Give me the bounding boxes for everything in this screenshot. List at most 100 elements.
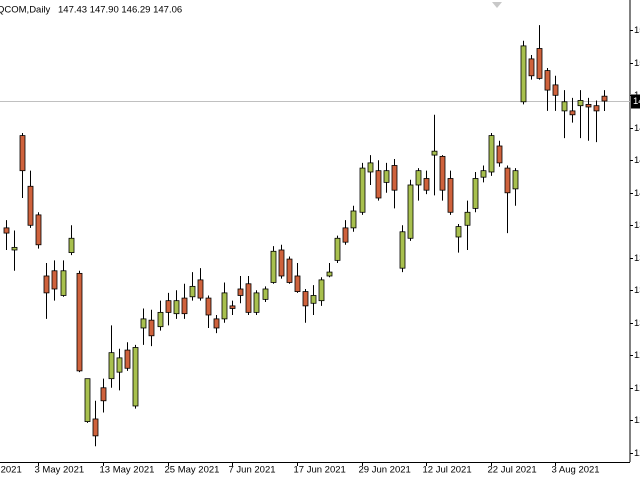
ohlc-text: 147.43 147.90 146.29 147.06 [58,5,182,16]
y-tick-label: 127.50 [634,350,640,361]
x-tick-label: 22 Jul 2021 [488,465,537,476]
candle-body [213,318,220,329]
y-tick-label: 130.00 [634,318,640,329]
candle-body [326,271,333,277]
candle-body [205,297,212,316]
candle-body [132,347,139,407]
y-tick-label: 142.50 [634,155,640,166]
candle-body [423,178,430,191]
candle-body [181,297,188,315]
candle-body [262,288,269,300]
x-tick-label: 12 Jul 2021 [423,465,472,476]
candle-body [60,270,67,296]
x-tick-label: 3 Aug 2021 [552,465,600,476]
candle-body [431,150,438,156]
x-tick-label: 21 Apr 2021 [0,465,22,476]
candle-body [76,272,83,372]
candle-body [512,170,519,190]
candle-body [253,292,260,313]
candle-body [367,162,374,173]
candle-body [84,378,91,422]
last-price-label: 147.06 [633,96,640,107]
candle-body [504,167,511,194]
x-tick-label: 25 May 2021 [165,465,220,476]
candle-body [148,319,155,337]
candle-body [100,387,107,402]
candle-body [391,165,398,191]
candle-body [601,95,608,102]
candle-body [294,275,301,292]
candle-body [92,418,99,437]
candle-body [11,246,18,251]
candle-body [229,305,236,309]
candle-body [68,237,75,253]
candle-body [536,48,543,79]
last-price-box [631,94,640,109]
candle-body [399,231,406,269]
candle-body [334,237,341,261]
candle-body [51,270,58,290]
candle-body [108,352,115,380]
candle-body [124,349,131,369]
candle-body [245,283,252,313]
candle-body [439,155,446,191]
candle-body [577,100,584,107]
candle-body [407,184,414,239]
candle-body [270,250,277,283]
candle-body [488,135,495,173]
x-tick-label: 3 May 2021 [35,465,85,476]
candle-body [342,227,349,243]
candle-body [520,45,527,103]
y-tick-label: 140.00 [634,188,640,199]
candle-body [496,145,503,164]
candle-body [310,295,317,304]
candle-body [447,178,454,213]
candle-body [3,227,10,234]
candle-body [19,135,26,172]
candle-body [350,210,357,229]
candle-body [375,170,382,199]
candle-body [237,288,244,296]
candle-body [197,279,204,299]
y-tick-label: 145.00 [634,123,640,134]
candle-body [157,311,164,328]
candle-body [140,318,147,329]
x-tick-label: 13 May 2021 [100,465,155,476]
y-tick-label: 137.50 [634,220,640,231]
candle-body [318,279,325,302]
candle-body [561,101,568,112]
x-tick-label: 17 Jun 2021 [294,465,346,476]
candle-body [528,58,535,77]
candle-body [189,285,196,298]
y-tick-label: 152.50 [634,25,640,36]
candle-body [593,105,600,112]
candle-body [569,110,576,116]
candle-body [544,70,551,91]
candle-body [585,103,592,108]
candle-body [383,170,390,183]
y-tick-label: 150.00 [634,58,640,69]
y-tick-label: 132.50 [634,285,640,296]
y-tick-label: 135.00 [634,253,640,264]
candle-body [472,178,479,209]
candle-body [43,275,50,294]
candle-body [165,300,172,313]
candle-body [464,211,471,226]
candle-body [480,170,487,178]
candle-body [455,226,462,238]
x-tick-label: 29 Jun 2021 [359,465,411,476]
x-tick-label: 7 Jun 2021 [229,465,276,476]
candle-body [359,167,366,213]
candle-body [27,185,34,226]
candle-body [278,249,285,277]
candle-body [221,292,228,320]
candle-body [35,214,42,246]
candle-body [286,258,293,283]
candle-body [302,291,309,307]
y-tick-label: 120.00 [634,448,640,459]
y-tick-label: 122.50 [634,415,640,426]
chart-title: QCOM,Daily [0,5,51,16]
candle-body [415,170,422,186]
